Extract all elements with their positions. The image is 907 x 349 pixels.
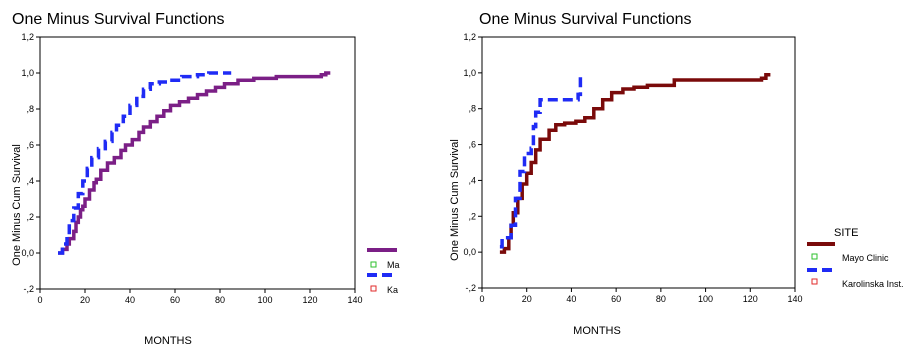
right-y-tick-label: 1,0 [463, 68, 476, 78]
left-plot-frame [39, 36, 356, 290]
left-x-tick-label: 0 [37, 295, 42, 305]
right-x-tick-label: 140 [787, 294, 802, 304]
right-legend-label-mayo: Mayo Clinic [842, 253, 889, 263]
right-y-tick-label: ,8 [468, 104, 476, 114]
left-y-axis-label: One Minus Cum Survival [11, 144, 23, 266]
right-y-axis-label: One Minus Cum Survival [449, 139, 461, 261]
left-chart: One Minus Survival Functions -,2 0,0 ,2 ,4,… [11, 11, 400, 347]
right-legend-marker-mayo [811, 253, 818, 260]
left-y-tick-label: ,6 [26, 140, 34, 150]
right-series-line-karolinska-inst [499, 74, 583, 249]
left-x-tick-label: 60 [170, 295, 180, 305]
right-legend: SITE Mayo Clinic Karolinska Inst. [807, 227, 904, 289]
right-y-tick-label: ,4 [468, 175, 476, 185]
left-y-tick-label: ,2 [26, 212, 34, 222]
right-legend-marker-karolinska [811, 278, 818, 285]
left-legend-marker-ka [370, 285, 377, 292]
right-x-tick-label: 100 [698, 294, 713, 304]
right-y-tick-label: ,2 [468, 211, 476, 221]
left-y-tick-label: ,8 [26, 104, 34, 114]
right-y-tick-label: 0,0 [463, 247, 476, 257]
right-x-tick-label: 40 [566, 294, 576, 304]
left-chart-title: One Minus Survival Functions [12, 11, 225, 28]
right-x-tick-label: 120 [743, 294, 758, 304]
right-plot-frame [481, 36, 796, 289]
left-legend-marker-ma [370, 261, 377, 268]
left-x-axis-label: MONTHS [144, 335, 192, 347]
right-chart-title: One Minus Survival Functions [479, 11, 692, 28]
left-legend-label-ka: Ka [387, 285, 398, 295]
left-y-ticks: -,2 0,0 ,2 ,4 ,6 ,8 1,0 1,2 [21, 32, 40, 294]
left-x-tick-label: 100 [257, 295, 272, 305]
left-y-tick-label: ,4 [26, 176, 34, 186]
left-y-tick-label: 1,0 [21, 68, 34, 78]
right-y-tick-label: -,2 [465, 283, 476, 293]
left-legend: Ma Ka [367, 248, 400, 295]
left-y-tick-label: 1,2 [21, 32, 34, 42]
left-y-tick-label: 0,0 [21, 248, 34, 258]
left-x-tick-label: 40 [125, 295, 135, 305]
left-x-ticks: 0 20 40 60 80 100 120 140 [37, 289, 363, 305]
right-chart: One Minus Survival Functions -,2 0,0 ,2 ,4,… [449, 11, 904, 337]
right-y-tick-label: ,6 [468, 140, 476, 150]
right-x-tick-label: 20 [522, 294, 532, 304]
right-legend-title: SITE [834, 227, 858, 239]
right-x-axis-label: MONTHS [573, 325, 621, 337]
left-x-tick-label: 140 [347, 295, 362, 305]
left-x-tick-label: 80 [215, 295, 225, 305]
left-y-tick-label: -,2 [23, 284, 34, 294]
left-legend-label-ma: Ma [387, 260, 400, 270]
left-series-line-ma [58, 71, 331, 255]
left-x-tick-label: 20 [80, 295, 90, 305]
right-series [499, 72, 771, 254]
right-x-tick-label: 80 [656, 294, 666, 304]
right-x-tick-label: 60 [611, 294, 621, 304]
left-x-tick-label: 120 [302, 295, 317, 305]
left-series-line-ka [58, 71, 232, 255]
right-x-tick-label: 0 [479, 294, 484, 304]
left-series [58, 71, 331, 255]
right-x-ticks: 0 20 40 60 80 100 120 140 [479, 288, 803, 304]
right-y-ticks: -,2 0,0 ,2 ,4 ,6 ,8 1,0 1,2 [463, 32, 482, 293]
right-y-tick-label: 1,2 [463, 32, 476, 42]
right-legend-label-karolinska: Karolinska Inst. [842, 279, 904, 289]
